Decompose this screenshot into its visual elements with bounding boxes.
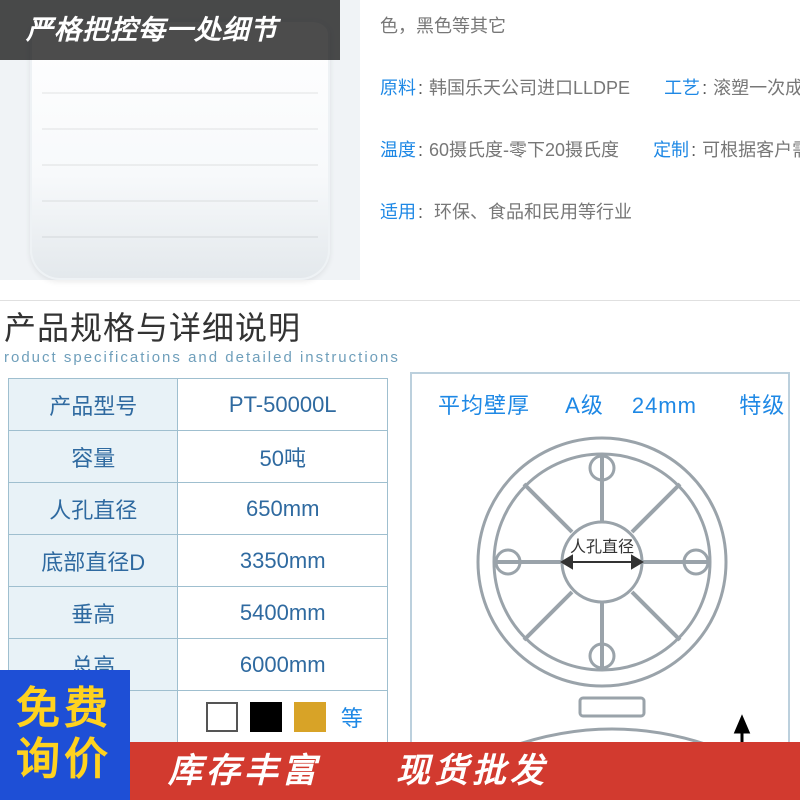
table-row: 垂高5400mm	[9, 587, 388, 639]
attr-row-material-process: 原料 韩国乐天公司进口LLDPE 工艺 滚塑一次成型，无缝无	[380, 74, 792, 100]
manhole-label: 人孔直径	[570, 538, 634, 556]
overlay-banner: 严格把控每一处细节	[0, 0, 340, 60]
attr-value: 环保、食品和民用等行业	[434, 202, 632, 222]
swatch-white	[206, 702, 238, 732]
swatch-etc: 等	[341, 706, 363, 731]
table-row: 人孔直径650mm	[9, 483, 388, 535]
table-row: 底部直径D3350mm	[9, 535, 388, 587]
table-row: 容量50吨	[9, 431, 388, 483]
color-swatches: 等	[178, 691, 388, 743]
heading-cn: 产品规格与详细说明	[4, 303, 800, 349]
diagram-panel: 平均壁厚 A级24mm 特级26mm	[410, 372, 790, 792]
attr-value: 60摄氏度-零下20摄氏度	[429, 136, 619, 162]
cta-line1: 免费	[16, 684, 114, 735]
attr-label: 原料	[380, 74, 423, 100]
free-quote-cta[interactable]: 免费 询价	[0, 670, 130, 800]
bottom-bar: 库存丰富 现货批发	[130, 742, 800, 800]
attr-label: 定制	[653, 136, 696, 162]
attr-color-note: 色，黑色等其它	[380, 12, 792, 38]
attr-label: 工艺	[664, 74, 707, 100]
table-row: 产品型号PT-50000L	[9, 379, 388, 431]
heading-en: roduct specifications and detailed instr…	[4, 349, 800, 366]
diagram-header: 平均壁厚 A级24mm 特级26mm	[438, 388, 780, 420]
attr-value: 可根据客户需求量身定	[702, 136, 800, 162]
attribute-list: 色，黑色等其它 原料 韩国乐天公司进口LLDPE 工艺 滚塑一次成型，无缝无 温…	[380, 12, 792, 260]
section-heading: 产品规格与详细说明 roduct specifications and deta…	[0, 300, 800, 366]
cta-line2: 询价	[16, 735, 114, 786]
tank-top-view-icon: 人孔直径	[462, 432, 742, 692]
swatch-yellow	[294, 702, 326, 732]
attr-row-temp-custom: 温度 60摄氏度-零下20摄氏度 定制 可根据客户需求量身定	[380, 136, 792, 162]
attr-value: 滚塑一次成型，无缝无	[713, 74, 800, 100]
attr-label: 温度	[380, 136, 423, 162]
attr-row-suit: 适用 环保、食品和民用等行业	[380, 198, 792, 224]
swatch-black	[250, 702, 282, 732]
attr-label: 适用	[380, 202, 423, 222]
attr-value: 韩国乐天公司进口LLDPE	[429, 74, 630, 100]
